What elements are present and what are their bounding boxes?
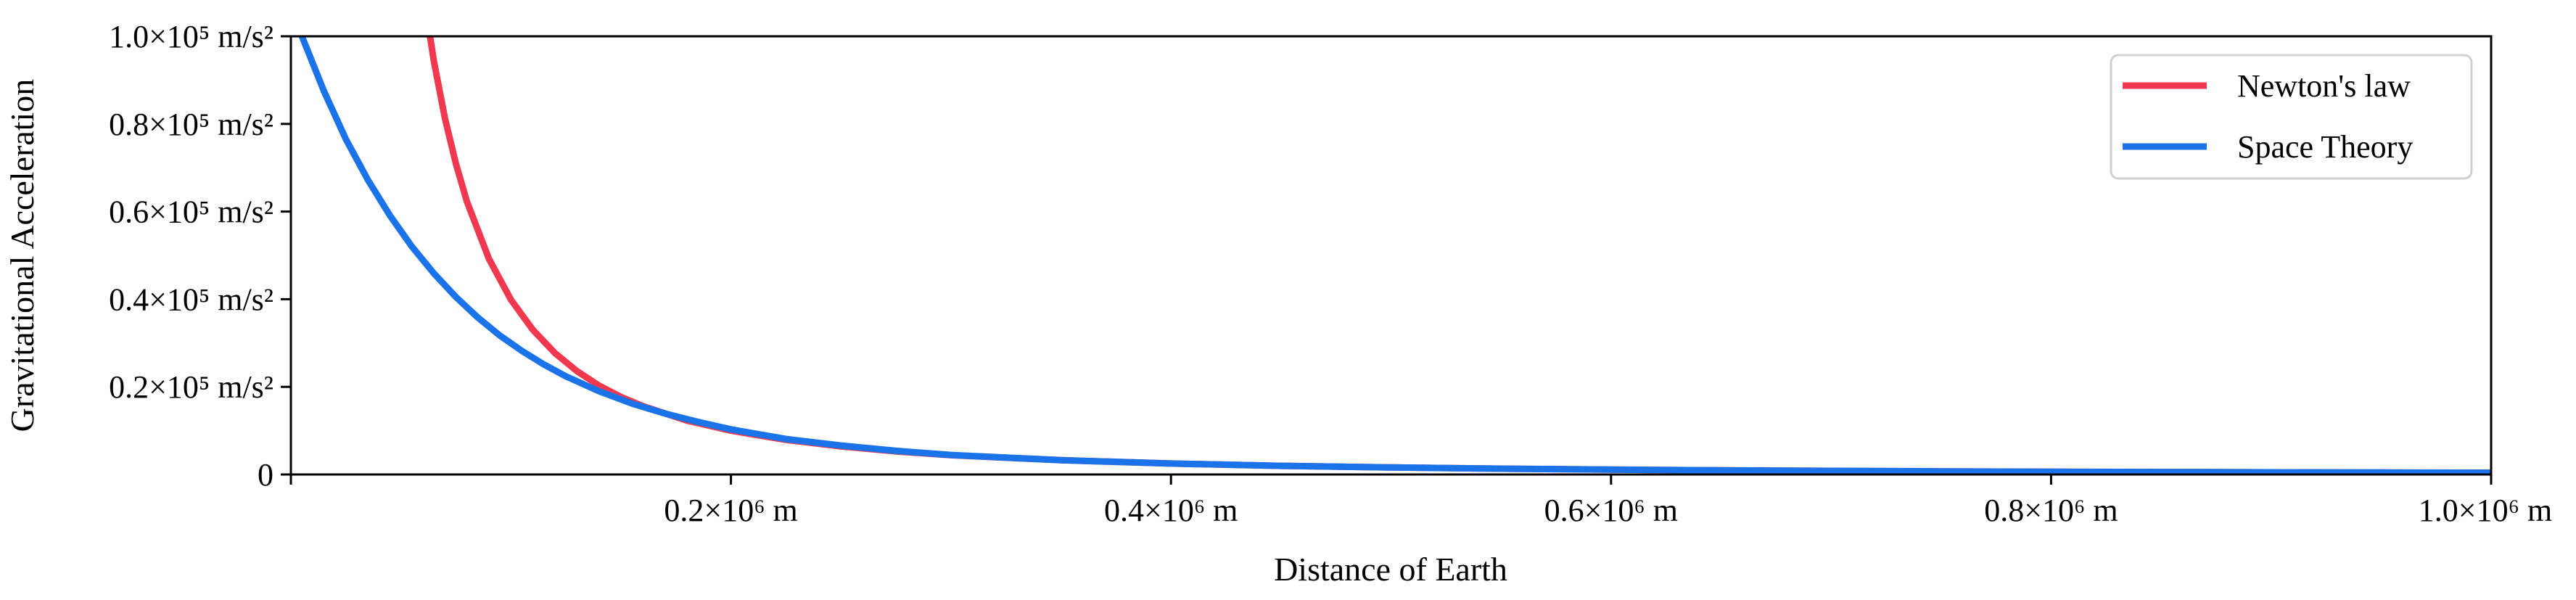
y-tick-label: 0 <box>258 457 273 493</box>
y-tick-label: 0.2×10⁵ m/s² <box>109 369 273 405</box>
x-axis-ticks: 0.2×10⁶ m 0.4×10⁶ m 0.6×10⁶ m 0.8×10⁶ m 1.0×… <box>289 474 2552 528</box>
series-line-space-theory <box>298 36 2491 474</box>
y-tick-label: 1.0×10⁵ m/s² <box>109 19 273 54</box>
y-tick-label: 0.6×10⁵ m/s² <box>109 194 273 230</box>
plot-frame <box>289 35 2493 476</box>
x-tick-label: 0.2×10⁶ m <box>664 493 797 528</box>
y-axis-title: Gravitational Acceleration <box>4 79 41 432</box>
x-axis-title: Distance of Earth <box>1274 551 1507 588</box>
legend-label: Space Theory <box>2237 129 2413 165</box>
x-tick-label: 0.4×10⁶ m <box>1104 493 1238 528</box>
y-tick-label: 0.4×10⁵ m/s² <box>109 281 273 317</box>
series-lines <box>298 36 2491 474</box>
y-tick-label: 0.8×10⁵ m/s² <box>109 107 273 142</box>
x-tick-label: 0.6×10⁶ m <box>1544 493 1678 528</box>
legend: Newton's law Space Theory <box>2110 54 2473 180</box>
x-tick-label: 1.0×10⁶ m <box>2419 493 2552 528</box>
x-tick-label: 0.8×10⁶ m <box>1984 493 2118 528</box>
legend-label: Newton's law <box>2237 68 2411 104</box>
y-axis-ticks: 0 0.2×10⁵ m/s² 0.4×10⁵ m/s² 0.6×10⁵ m/s² 0.8… <box>109 19 291 493</box>
